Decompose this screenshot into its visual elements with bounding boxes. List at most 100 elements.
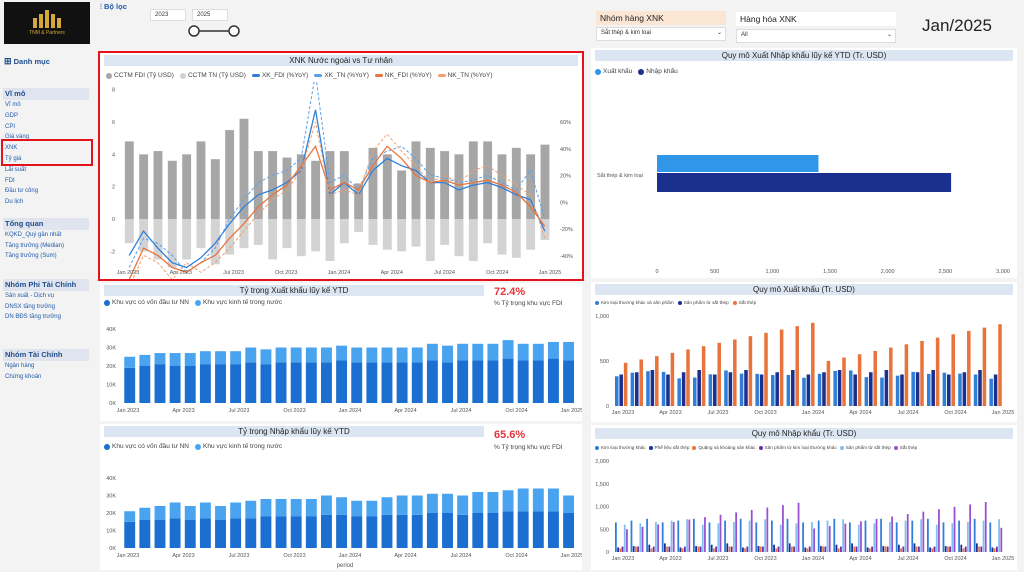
- bar-tn: [124, 356, 136, 368]
- hang-hoa-select[interactable]: All ⌄: [736, 29, 896, 43]
- bar-1: [931, 370, 935, 406]
- bar-0: [739, 518, 742, 552]
- legend-swatch: [106, 72, 112, 79]
- bar-1: [666, 374, 670, 406]
- legend-item[interactable]: NK_TN (%YoY): [437, 72, 493, 79]
- bar-cctm-fdi: [540, 144, 550, 219]
- bar-2: [873, 350, 877, 406]
- bar-5: [828, 526, 831, 552]
- bar-1: [913, 543, 916, 552]
- year-to-input[interactable]: 2025: [192, 9, 228, 21]
- bar-fdi: [199, 364, 211, 403]
- sidebar-item[interactable]: Sản xuất - Dịch vụ: [5, 293, 55, 299]
- sidebar-item[interactable]: Lãi suất: [5, 166, 27, 173]
- bar-fdi: [321, 514, 332, 548]
- bar-cctm-fdi: [268, 151, 278, 219]
- bar-5: [704, 517, 706, 552]
- xnk-legend: CCTM FDI (Tỷ USD) CCTM TN (Tỷ USD) XK_FDI …: [106, 72, 493, 79]
- bar-tn: [184, 506, 196, 520]
- sidebar-item[interactable]: FDI: [5, 177, 15, 184]
- bar-2: [670, 352, 675, 406]
- bar-tn: [487, 343, 499, 361]
- bar-3: [964, 546, 967, 552]
- bar-fdi: [154, 364, 166, 403]
- bar-fdi: [305, 362, 317, 403]
- bar-3: [699, 546, 702, 552]
- year-from-input[interactable]: 2023: [150, 9, 186, 21]
- bar-3: [902, 546, 905, 552]
- bar-2: [962, 548, 965, 552]
- bar-nhap-khau: [657, 173, 952, 192]
- x-tick-label: Jan 2024: [802, 556, 825, 562]
- bar-fdi: [442, 362, 453, 403]
- bar-1: [681, 372, 686, 406]
- bar-fdi: [139, 520, 151, 548]
- legend-item[interactable]: CCTM TN (Tỷ USD): [179, 72, 246, 79]
- menu-button[interactable]: ⊞ Danh mục: [4, 56, 50, 67]
- legend-item[interactable]: CCTM FDI (Tỷ USD): [106, 72, 174, 79]
- bar-2: [920, 340, 924, 406]
- bar-tn: [154, 353, 166, 365]
- legend-item[interactable]: NK_FDI (%YoY): [374, 72, 432, 79]
- bar-cctm-fdi: [124, 141, 134, 219]
- x-tick-label: Oct 2023: [754, 556, 776, 562]
- sidebar-item[interactable]: Tăng trưởng (Sum): [5, 253, 57, 259]
- bar-tn: [396, 495, 408, 515]
- xk-scale-title: Quy mô Xuất khẩu (Tr. USD): [595, 284, 1013, 295]
- bar-4: [795, 523, 798, 552]
- bar-fdi: [215, 520, 226, 548]
- sidebar-item[interactable]: XNK: [5, 145, 18, 152]
- x-tick-label: Jan 2023: [612, 556, 635, 562]
- sidebar-item[interactable]: DNSX tăng trưởng: [5, 303, 55, 310]
- bar-5: [672, 522, 675, 552]
- bar-fdi: [351, 362, 363, 403]
- slider-handle-right[interactable]: [228, 25, 240, 37]
- bar-fdi: [396, 362, 408, 403]
- y-left-tick-label: 8: [112, 88, 115, 94]
- sidebar-item[interactable]: Chứng khoán: [5, 373, 42, 380]
- bar-tn: [442, 345, 453, 363]
- year-slider[interactable]: [188, 24, 240, 38]
- bar-fdi: [336, 514, 348, 548]
- nk-share-panel: Tỷ trọng Nhập khẩu lũy kế YTD Khu vực có…: [100, 424, 582, 570]
- sidebar: TNM & Partners ⊞ Danh mục Vĩ mô Vĩ mô GDP C…: [0, 0, 92, 572]
- bar-xuat-khau: [657, 155, 819, 172]
- sidebar-item[interactable]: Tăng trưởng (Median): [5, 242, 64, 249]
- sidebar-item[interactable]: Du lịch: [5, 199, 24, 206]
- sidebar-item[interactable]: Giá vàng: [5, 134, 30, 141]
- bar-2: [728, 546, 731, 552]
- bar-0: [911, 520, 914, 552]
- bar-1: [837, 370, 842, 406]
- sidebar-item[interactable]: Tỷ giá: [5, 156, 22, 162]
- bar-4: [826, 520, 829, 552]
- filter-title[interactable]: ⫶ Bộ lọc: [100, 2, 127, 11]
- bar-1: [775, 372, 779, 406]
- sidebar-item[interactable]: Đầu tư công: [5, 188, 39, 195]
- bar-tn: [532, 343, 544, 361]
- bar-0: [693, 518, 695, 552]
- sidebar-item[interactable]: KQKD_Quý gần nhất: [5, 232, 62, 238]
- bar-cctm-tn: [382, 219, 392, 250]
- slider-handle-left[interactable]: [188, 25, 200, 37]
- bar-1: [617, 547, 619, 552]
- sidebar-item[interactable]: DN BĐS tăng trưởng: [5, 314, 61, 320]
- sidebar-item[interactable]: Vĩ mô: [5, 102, 21, 108]
- legend-item[interactable]: XK_TN (%YoY): [314, 72, 369, 79]
- sidebar-item[interactable]: GDP: [5, 112, 19, 119]
- bar-2: [650, 548, 653, 552]
- bar-1: [976, 543, 978, 552]
- bar-0: [646, 518, 648, 552]
- sidebar-item[interactable]: CPI: [5, 123, 16, 130]
- bar-fdi: [411, 514, 423, 548]
- bar-3: [652, 546, 655, 552]
- bar-2: [947, 546, 949, 552]
- sidebar-item[interactable]: Ngân hàng: [5, 363, 35, 369]
- bar-cctm-fdi: [526, 154, 536, 219]
- xnk-chart-title: XNK Nước ngoài vs Tư nhân: [104, 55, 578, 66]
- bar-cctm-tn: [139, 219, 149, 252]
- bar-fdi: [563, 360, 575, 403]
- nhom-hang-select[interactable]: Sắt thép & kim loại ⌄: [596, 27, 726, 41]
- legend-item[interactable]: XK_FDI (%YoY): [251, 72, 308, 79]
- x-tick-label: Oct 2023: [754, 410, 776, 416]
